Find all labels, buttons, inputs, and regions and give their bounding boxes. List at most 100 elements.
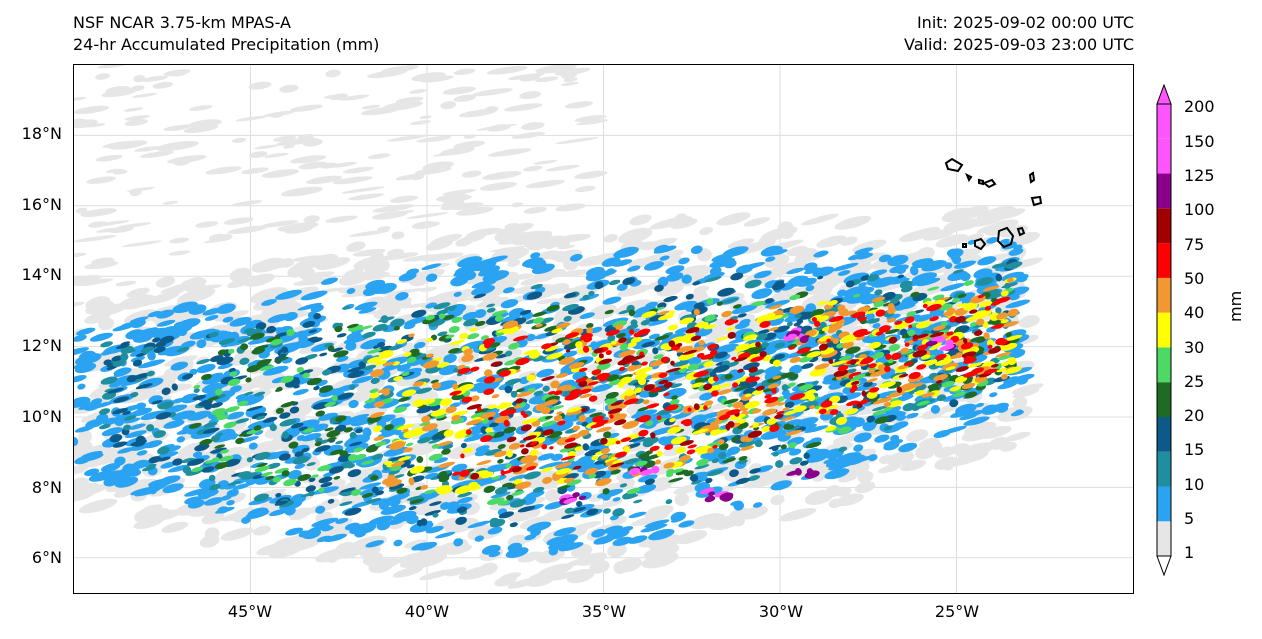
precip-cell-red [828,359,834,364]
precip-cell-teal [274,500,288,506]
precip-cell-blue [413,341,426,349]
precip-cell-teal [243,391,254,396]
precip-cell-blue [463,271,477,281]
precip-cell-green [888,344,900,352]
precip-cell-yellow [752,408,762,414]
precip-cell-teal [838,446,848,452]
precip-cell-teal [509,499,527,508]
precip-cell-teal [305,485,316,493]
precip-cell-light [276,137,318,146]
precip-cell-yellow [574,446,583,452]
precip-cell-green [369,388,379,394]
precip-cell-red [670,360,675,366]
precip-cell-red [656,415,662,421]
precip-cell-yellow [634,373,649,380]
precip-cell-light [84,261,119,270]
precip-cell-red [849,371,862,377]
precip-cell-yellow [397,423,415,431]
precip-cell-red [912,349,928,358]
precip-cell-light [476,124,518,131]
precip-cell-red [929,316,939,322]
precip-cell-blue [909,265,919,276]
precip-cell-blue [371,498,389,506]
precip-cell-red [664,444,674,450]
precip-cell-green [423,489,436,495]
precip-cell-yellow [668,310,675,315]
precip-cell-blue [90,398,103,405]
precip-cell-teal [692,281,701,286]
precip-cell-teal [581,421,588,427]
precip-cell-red [820,400,833,408]
colorbar-segment [1157,521,1171,556]
colorbar-level-label: 200 [1184,97,1215,116]
cape-verde-islands [944,157,1043,251]
precip-cell-light [835,493,864,507]
precip-cell-light [435,193,468,202]
precip-cell-blue [176,436,186,443]
precip-cell-teal [796,318,804,325]
precip-cell-blue [583,408,597,414]
precip-cell-green [951,298,961,303]
precip-cell-yellow [983,332,990,340]
precip-cell-red [591,369,602,376]
precip-cell-yellow [372,425,383,433]
precip-cell-red [738,352,751,360]
precip-cell-light [976,206,1016,222]
precip-cell-light [329,161,358,168]
precip-cell-red [818,343,829,351]
precip-cell-yellow [703,324,716,330]
precip-cell-blue [463,433,490,442]
precip-cell-red [529,441,538,446]
precip-cell-teal [883,425,893,431]
precip-cell-red [614,419,627,426]
precip-cell-light [170,70,188,77]
precip-cell-green [329,449,344,456]
precip-cell-yellow [421,398,436,405]
precip-cell-teal [269,423,277,432]
precip-cell-light [743,511,763,520]
precip-cell-light [249,151,268,158]
precip-cell-red [623,398,639,405]
precip-cell-green [541,420,557,427]
precip-cell-light [453,94,476,102]
precip-cell-yellow [520,454,538,464]
precip-cell-blue [355,522,377,534]
precip-cell-green [214,412,226,418]
precip-cell-light [921,408,947,420]
precip-cell-blue [365,540,385,548]
precip-cell-teal [176,346,190,353]
colorbar-segment [1157,104,1171,139]
precip-cell-red [499,409,514,417]
precip-cell-teal [504,350,513,357]
precip-cell-light [511,202,524,208]
precip-cell-light [915,444,936,460]
precip-cell-red [926,303,942,312]
precip-cell-green [497,500,511,506]
precip-cell-light [503,103,543,112]
precip-cell-blue [1017,276,1028,283]
precip-cell-green [448,325,460,334]
precip-cell-blue [892,277,910,285]
precip-cell-blue [155,309,175,319]
precip-cell-teal [146,370,155,377]
precip-cell-light [162,200,178,205]
precip-cell-green [626,487,641,495]
precip-cell-blue [474,535,485,542]
precip-cell-yellow [516,391,533,398]
precip-cell-green [253,425,262,431]
precip-cell-yellow [722,383,731,388]
precip-cell-light [721,360,751,372]
precip-cell-red [470,366,480,372]
precip-cell-blue [160,461,176,469]
precip-cell-green [311,474,319,479]
precip-cell-red [916,364,927,370]
precip-cell-yellow [780,416,796,422]
colorbar-level-label: 40 [1184,303,1205,322]
precip-cell-blue [172,301,198,314]
precip-cell-red [711,390,719,397]
precip-cell-blue [368,515,394,526]
precip-cell-light [361,104,381,110]
precip-cell-green [941,380,955,388]
precip-cell-teal [347,366,363,373]
precip-cell-yellow [506,449,513,458]
